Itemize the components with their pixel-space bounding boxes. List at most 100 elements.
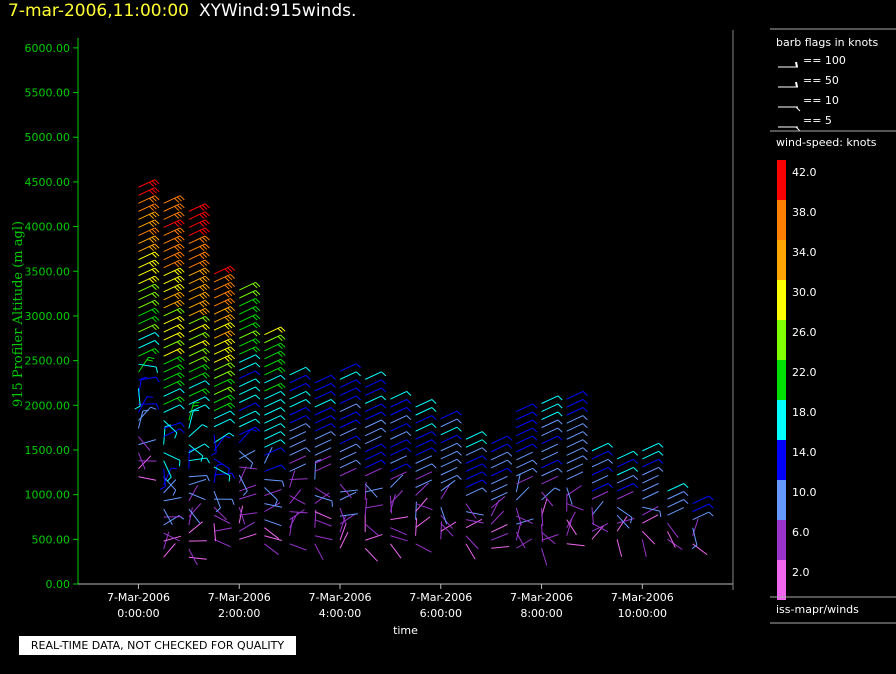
wind-barb-flag [557,427,563,433]
wind-barb [516,419,533,429]
wind-barb [440,522,454,537]
wind-barb-flag [154,275,160,281]
wind-barb-flag [204,396,210,402]
wind-barb-flag [148,181,155,187]
wind-barb [566,463,584,472]
wind-barb [490,451,508,461]
wind-barb-flag [176,333,182,339]
wind-barb-flag [179,380,185,386]
wind-barb [264,415,281,424]
x-tick-time: 10:00:00 [618,607,667,620]
wind-barb-flag [227,347,233,353]
wind-barb [364,435,382,445]
wind-barb-flag [204,388,210,394]
wind-barb [490,524,508,533]
wind-barbs [134,179,714,566]
wind-barb-flag [202,212,208,218]
wind-barb-flag [204,283,210,289]
wind-barb [138,211,156,220]
wind-barb-flag [179,219,185,225]
wind-barb-flag [174,278,180,284]
y-tick-label: 2500.00 [25,355,71,368]
wind-barb [188,380,206,389]
wind-barb [541,427,559,437]
wind-barb-flag [154,299,160,305]
wind-barb [238,474,248,492]
wind-barb [138,340,156,349]
wind-barb [314,439,332,448]
wind-barb [415,415,433,424]
wind-barb [238,521,255,532]
wind-barb-flag [154,332,160,337]
wind-barb [516,538,533,549]
wind-barb-flag [202,204,208,210]
wind-barb-flag [227,307,233,313]
wind-barb-flag [227,468,230,475]
wind-barb-flag [280,399,286,404]
wind-barb [238,450,256,460]
wind-barb-flag [227,291,233,297]
wind-barb-flag [230,346,236,352]
wind-barb-flag [355,403,361,409]
wind-barb-flag [280,464,286,470]
wind-barb-flag [179,307,185,313]
wind-barb [642,483,659,492]
wind-barb [490,510,504,525]
wind-barb [490,435,508,445]
wind-barb-flag [230,314,236,320]
wind-barb-flag [134,405,141,410]
wind-barb-flag [280,358,286,364]
wind-barb [339,411,357,421]
wind-barb [364,547,378,562]
wind-barb-flag [607,450,613,456]
wind-barb [465,519,484,524]
wind-barb-flag [230,386,236,392]
wind-barb-flag [202,252,208,258]
wind-barb [566,518,573,536]
wind-barb-flag [406,407,412,413]
wind-barb [289,407,307,416]
wind-barb-flag [406,423,412,429]
wind-barb-flag [230,322,236,328]
wind-barb-flag [230,362,236,368]
wind-barb-flag [179,299,185,305]
wind-barb-flag [557,411,563,417]
wind-barb [541,467,559,477]
wind-barb-flag [633,450,639,456]
wind-barb-flag [151,285,157,290]
wind-barb-flag [174,222,180,227]
wind-barb-flag [456,442,462,448]
wind-barb [239,354,256,363]
wind-barb-flag [227,379,233,385]
wind-barb [415,471,433,480]
wind-barb-flag [280,350,286,356]
wind-barb-flag [202,260,208,266]
wind-barb-flag [202,244,208,250]
wind-barb [415,463,433,472]
wind-barb-flag [230,410,236,416]
wind-barb-flag [204,443,210,449]
wind-barb-flag [204,404,210,410]
wind-barb [213,432,230,444]
x-tick-date: 7-Mar-2006 [409,591,472,604]
wind-barb-flag [683,499,689,505]
wind-barb [364,523,380,537]
header-title: XYWind:915winds. [198,1,357,21]
wind-barb-flag [227,339,233,345]
header: 7-mar-2006,11:00:00 XYWind:915winds. [8,1,356,21]
wind-barb-flag [456,458,462,464]
wind-barb-flag [164,424,171,428]
wind-barb [415,543,432,553]
wind-barb-flag [174,238,180,243]
wind-barb [364,371,382,380]
wind-barb [264,334,281,344]
wind-barb-flag [202,325,208,331]
wind-barb-flag [178,515,185,520]
wind-barb [163,388,181,397]
wind-barb [188,508,201,524]
wind-barb-flag [255,306,261,312]
wind-barb-flag [155,403,160,410]
wind-barb [641,539,647,558]
wind-barb [642,506,659,516]
wind-barb [238,505,244,524]
